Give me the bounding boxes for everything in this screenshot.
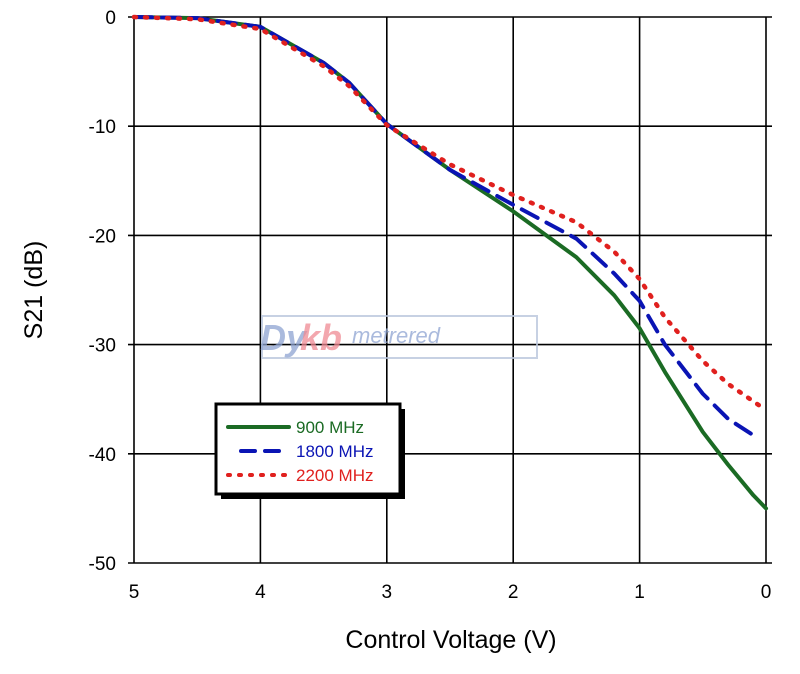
series-line-1800-mhz — [134, 17, 753, 435]
svg-text:kb: kb — [300, 317, 342, 358]
x-tick-label: 3 — [382, 582, 393, 603]
y-tick-label: -40 — [89, 445, 116, 466]
svg-text:metrered: metrered — [352, 323, 441, 348]
y-tick-label: -10 — [89, 117, 116, 138]
x-tick-label: 4 — [255, 582, 266, 603]
x-tick-label: 5 — [129, 582, 140, 603]
x-axis-label: Control Voltage (V) — [345, 626, 556, 654]
legend-label: 1800 MHz — [296, 442, 373, 461]
x-tick-label: 1 — [634, 582, 645, 603]
y-tick-label: -50 — [89, 554, 116, 575]
x-tick-label: 0 — [761, 582, 772, 603]
chart: 0-10-20-30-40-50 543210 Dykbmetrered Con… — [0, 0, 800, 674]
y-axis-label: S21 (dB) — [20, 241, 48, 340]
y-tick-label: -20 — [89, 226, 116, 247]
x-tick-label: 2 — [508, 582, 519, 603]
y-tick-label: 0 — [105, 8, 116, 29]
watermark: Dykbmetrered — [260, 316, 537, 358]
legend: 900 MHz 1800 MHz 2200 MHz — [216, 404, 405, 499]
y-tick-labels: 0 -10 -20 -30 -40 -50 — [89, 8, 116, 575]
legend-label: 900 MHz — [296, 418, 364, 437]
x-tick-labels: 5 4 3 2 1 0 — [129, 582, 772, 603]
legend-label: 2200 MHz — [296, 466, 373, 485]
y-tick-label: -30 — [89, 336, 116, 357]
